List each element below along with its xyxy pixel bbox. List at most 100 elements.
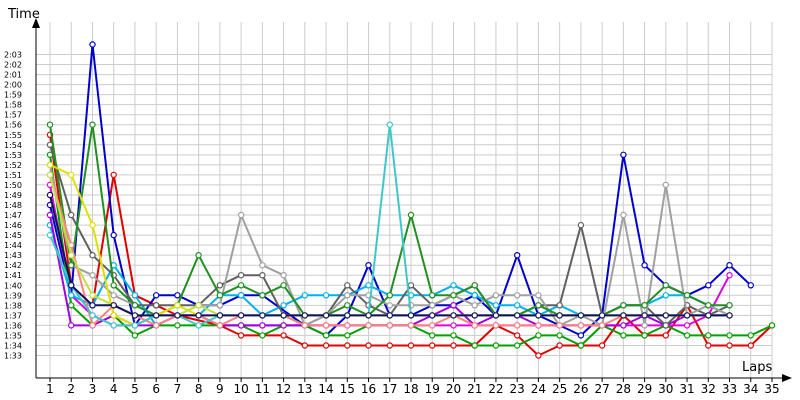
data-point [67,292,75,299]
y-tick-label: 2:03 [4,51,22,60]
y-tick-label: 1:41 [4,271,22,280]
data-point [620,302,627,309]
x-tick-label: 33 [722,382,737,396]
data-point [365,342,372,349]
data-point [747,282,755,289]
data-point [705,302,712,309]
x-tick-label: 10 [233,382,248,396]
series-2 [46,41,755,339]
data-point [280,282,287,289]
data-point [216,302,224,309]
data-point [577,312,585,319]
data-point [471,312,478,319]
data-point [280,322,287,329]
x-tick-label: 13 [297,382,312,396]
y-tick-label: 1:50 [4,181,22,190]
data-point [598,342,606,349]
data-point [726,342,733,349]
data-point [365,312,372,319]
x-tick-label: 7 [174,382,182,396]
data-point [322,292,330,299]
data-point [492,322,500,329]
data-point [598,312,606,319]
data-point [450,322,457,329]
data-point [152,312,160,319]
data-point [535,312,542,319]
y-tick-label: 1:46 [4,221,22,230]
y-tick-label: 1:47 [4,211,22,220]
data-point [280,272,287,279]
x-tick-label: 21 [467,382,482,396]
data-point [344,312,351,319]
y-axis-arrow [32,18,40,28]
data-point [386,342,393,349]
data-point [620,322,627,329]
data-point [259,272,266,279]
y-tick-label: 1:45 [4,231,22,240]
data-point [216,282,224,289]
data-point [471,302,478,309]
data-point [322,342,330,349]
data-point [344,322,351,329]
data-point [577,332,585,339]
x-tick-label: 19 [425,382,440,396]
y-tick-label: 1:49 [4,191,22,200]
data-point [747,342,755,349]
y-tick-label: 1:35 [4,331,22,340]
data-point [131,332,139,339]
y-tick-label: 1:33 [4,352,22,361]
data-point [131,302,139,309]
x-tick-label: 26 [573,382,588,396]
data-point [89,221,96,229]
data-point [195,251,202,259]
data-point [407,312,415,319]
data-point [683,332,691,339]
y-tick-label: 1:54 [4,141,22,150]
data-point [450,342,457,349]
y-tick-labels: 1:33 1:341:351:361:371:381:391:401:411:42… [4,51,22,361]
x-tick-label: 30 [658,382,673,396]
y-tick-label: 1:42 [4,261,22,270]
data-point [322,312,330,319]
data-point [535,302,542,309]
data-point [577,221,585,229]
data-point [89,312,96,319]
data-point [768,322,776,329]
data-point [429,312,436,319]
data-point [514,251,521,259]
x-tick-label: 14 [318,382,333,396]
data-point [407,322,415,329]
data-point [535,322,542,329]
data-point [195,312,202,319]
y-tick-label: 1:38 [4,301,22,310]
data-point [110,292,117,299]
data-point [152,302,160,309]
data-point [237,211,245,219]
data-point [407,342,415,349]
data-point [726,332,733,339]
data-point [46,171,54,179]
data-point [301,322,308,329]
x-tick-label: 18 [403,382,418,396]
x-tick-label: 4 [110,382,118,396]
data-point [705,342,712,349]
y-tick-label: 1:57 [4,111,22,120]
data-point [747,332,755,339]
x-tick-label: 2 [67,382,75,396]
data-point [301,292,308,299]
data-point [641,302,648,309]
y-tick-label: 1:36 [4,321,22,330]
y-tick-label: 1:51 [4,171,22,180]
data-point [280,332,287,339]
data-point [259,262,266,269]
y-tick-label: 2:00 [4,81,22,90]
y-tick-label: 1:34 [4,341,22,350]
data-point [492,312,500,319]
x-tick-label: 15 [340,382,355,396]
data-point [322,332,330,339]
x-tick-label: 17 [382,382,397,396]
data-point [556,342,563,349]
y-tick-label: 1:56 [4,121,22,130]
y-tick-label: 1:40 [4,281,22,290]
x-tick-label: 1 [46,382,54,396]
